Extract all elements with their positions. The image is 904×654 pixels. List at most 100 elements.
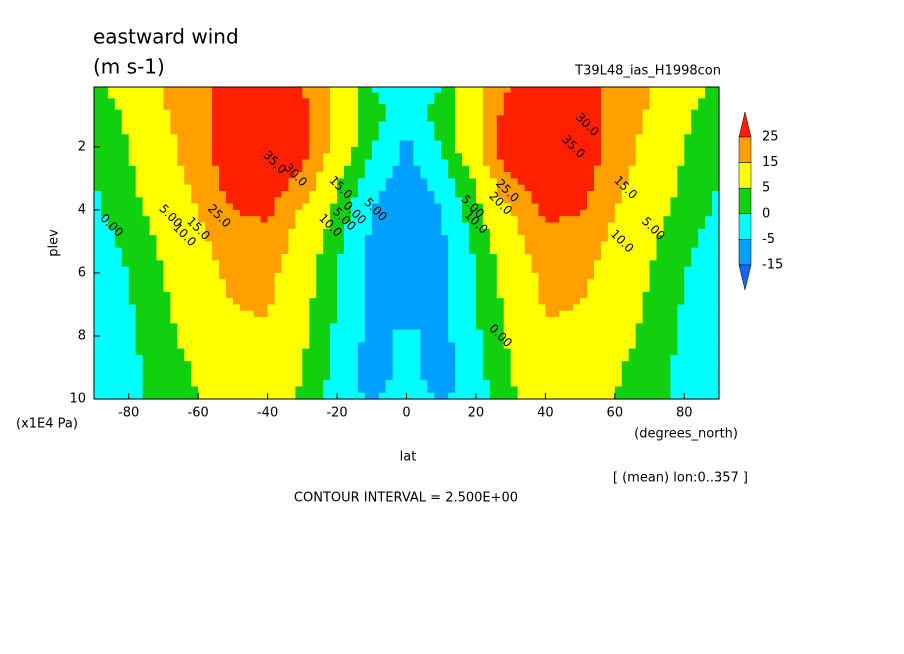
contour-cell xyxy=(156,260,165,268)
contour-cell xyxy=(135,98,144,105)
contour-cell xyxy=(205,222,213,230)
contour-cell xyxy=(281,361,290,369)
contour-cell xyxy=(614,386,623,394)
contour-cell xyxy=(288,304,296,312)
contour-cell xyxy=(121,392,130,400)
contour-cell xyxy=(566,266,574,274)
contour-cell xyxy=(649,109,658,116)
contour-cell xyxy=(656,323,665,331)
contour-cell xyxy=(128,98,137,105)
contour-cell xyxy=(225,241,234,249)
contour-cell xyxy=(198,298,206,306)
contour-cell xyxy=(455,172,463,179)
contour-cell xyxy=(434,191,442,198)
contour-cell xyxy=(281,209,290,217)
contour-cell xyxy=(316,191,324,198)
contour-cell xyxy=(330,203,338,211)
contour-cell xyxy=(385,121,394,129)
contour-cell xyxy=(107,127,116,135)
contour-cell xyxy=(371,380,380,387)
contour-cell xyxy=(253,241,262,249)
contour-cell xyxy=(524,159,533,167)
contour-cell xyxy=(253,386,262,394)
contour-cell xyxy=(663,392,671,400)
contour-cell xyxy=(614,222,623,230)
contour-cell xyxy=(399,184,408,192)
contour-cell xyxy=(573,272,581,280)
contour-cell xyxy=(573,127,581,135)
contour-cell xyxy=(274,392,283,400)
contour-cell xyxy=(205,172,213,179)
contour-cell xyxy=(177,92,185,99)
contour-cell xyxy=(594,121,602,129)
contour-cell xyxy=(684,121,692,129)
contour-cell xyxy=(614,247,623,255)
contour-cell xyxy=(691,172,699,179)
contour-cell xyxy=(434,104,442,111)
contour-cell xyxy=(337,92,345,99)
contour-cell xyxy=(496,184,505,192)
contour-cell xyxy=(677,260,685,268)
contour-cell xyxy=(246,361,255,369)
contour-cell xyxy=(135,317,144,324)
contour-cell xyxy=(316,228,324,236)
contour-cell xyxy=(212,216,220,224)
contour-cell xyxy=(107,197,116,205)
contour-cell xyxy=(441,87,449,94)
contour-cell xyxy=(600,373,609,381)
contour-cell xyxy=(170,342,178,350)
contour-cell xyxy=(531,159,540,167)
contour-cell xyxy=(323,87,331,94)
contour-cell xyxy=(302,348,310,356)
contour-cell xyxy=(337,146,345,154)
contour-cell xyxy=(350,310,359,318)
contour-cell xyxy=(614,361,623,369)
contour-cell xyxy=(198,216,206,224)
contour-cell xyxy=(239,373,248,381)
contour-cell xyxy=(600,335,609,343)
contour-cell xyxy=(337,115,345,123)
contour-cell xyxy=(517,153,526,161)
contour-cell xyxy=(337,386,345,394)
contour-cell xyxy=(413,115,421,123)
contour-cell xyxy=(691,266,699,274)
contour-cell xyxy=(642,373,651,381)
contour-cell xyxy=(482,92,491,99)
contour-cell xyxy=(420,134,428,142)
contour-cell xyxy=(455,222,463,230)
contour-cell xyxy=(184,348,192,356)
contour-cell xyxy=(94,260,102,268)
contour-cell xyxy=(114,153,123,161)
contour-cell xyxy=(399,134,408,142)
contour-cell xyxy=(420,191,428,198)
contour-cell xyxy=(628,247,637,255)
contour-cell xyxy=(594,291,602,299)
contour-cell xyxy=(121,127,130,135)
contour-cell xyxy=(600,367,609,375)
contour-cell xyxy=(406,140,415,148)
contour-cell xyxy=(489,386,498,394)
contour-cell xyxy=(621,373,630,381)
contour-cell xyxy=(600,291,609,299)
contour-cell xyxy=(517,335,526,343)
contour-cell xyxy=(107,203,116,211)
contour-cell xyxy=(594,87,602,94)
contour-cell xyxy=(191,310,199,318)
contour-cell xyxy=(100,172,109,179)
contour-cell xyxy=(232,254,241,261)
contour-cell xyxy=(350,121,359,129)
contour-cell xyxy=(191,134,199,142)
contour-cell xyxy=(212,310,220,318)
contour-cell xyxy=(364,104,373,111)
contour-cell xyxy=(469,228,477,236)
contour-cell xyxy=(691,104,699,111)
contour-cell xyxy=(427,367,435,375)
contour-cell xyxy=(344,342,352,350)
contour-cell xyxy=(406,260,415,268)
contour-cell xyxy=(545,361,553,369)
contour-cell xyxy=(670,127,678,135)
contour-cell xyxy=(517,260,526,268)
contour-cell xyxy=(302,104,310,111)
contour-cell xyxy=(170,380,178,387)
contour-cell xyxy=(385,361,394,369)
